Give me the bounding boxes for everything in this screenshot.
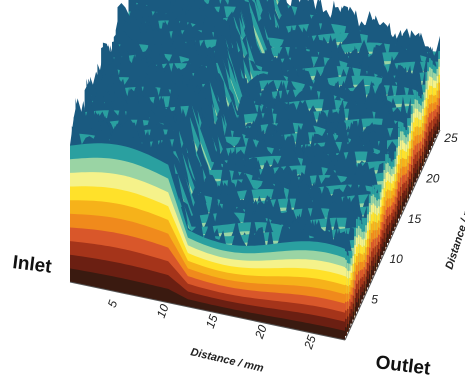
- y-tick-label: 25: [443, 131, 458, 145]
- x-tick-label: 25: [301, 333, 319, 352]
- y-axis-line: [344, 129, 441, 341]
- outlet-label: Outlet: [374, 352, 432, 380]
- x-tick-label: 15: [203, 312, 221, 330]
- x-tick-label: 20: [252, 323, 270, 342]
- x-tick-label: 5: [105, 298, 121, 309]
- inlet-label: Inlet: [11, 252, 53, 278]
- x-tick-labels: 5 10 15 20 25: [105, 298, 319, 352]
- surface-layer: [70, 268, 345, 340]
- y-tick-labels: 5 10 15 20 25: [371, 131, 458, 307]
- y-tick-label: 15: [408, 212, 422, 226]
- y-tick-label: 10: [390, 252, 404, 266]
- y-axis-title: Distance / mm: [443, 196, 465, 271]
- y-tick-label: 20: [425, 172, 440, 186]
- x-axis-line: [69, 281, 346, 341]
- x-tick-label: 10: [154, 302, 172, 320]
- y-tick-label: 5: [371, 293, 378, 307]
- surface-plot: [70, 0, 440, 340]
- x-axis-title: Distance / mm: [189, 346, 265, 375]
